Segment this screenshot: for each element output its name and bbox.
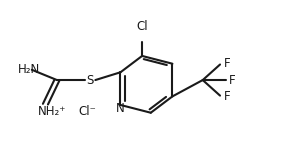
Text: F: F xyxy=(224,90,231,103)
Text: S: S xyxy=(86,74,94,87)
Text: Cl⁻: Cl⁻ xyxy=(79,105,97,118)
Text: N: N xyxy=(116,102,125,115)
Text: F: F xyxy=(229,74,236,87)
Text: Cl: Cl xyxy=(136,20,148,33)
Text: H₂N: H₂N xyxy=(18,63,40,76)
Text: NH₂⁺: NH₂⁺ xyxy=(38,105,67,118)
Text: F: F xyxy=(224,57,231,70)
